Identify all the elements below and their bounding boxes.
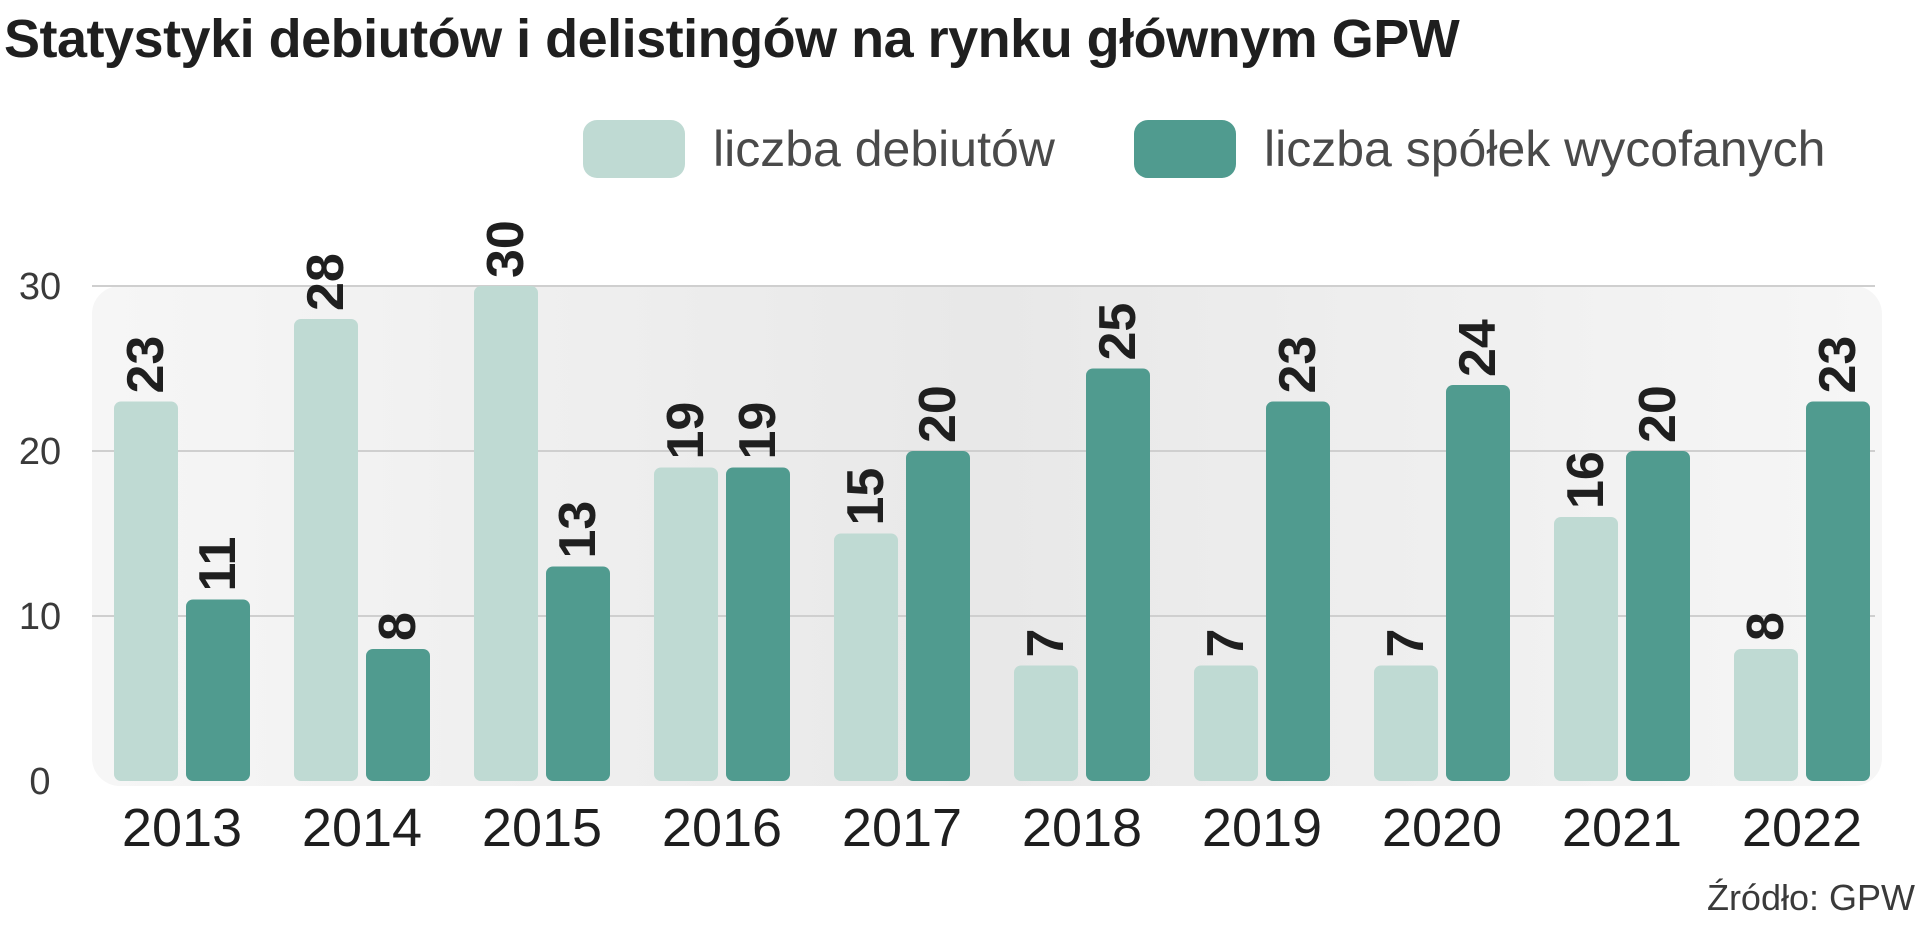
bar-wycofane-2019 — [1266, 401, 1330, 781]
data-label: 24 — [1449, 319, 1507, 377]
bar-wycofane-2016 — [726, 467, 790, 781]
bar-debiuty-2022 — [1734, 649, 1798, 781]
x-tick-label: 2016 — [662, 798, 782, 858]
data-label: 25 — [1089, 303, 1147, 361]
x-tick-label: 2014 — [302, 798, 422, 858]
y-tick-label: 0 — [29, 761, 50, 803]
bar-wycofane-2013 — [186, 599, 250, 781]
x-tick-label: 2020 — [1382, 798, 1502, 858]
bar-debiuty-2017 — [834, 533, 898, 781]
bar-debiuty-2015 — [474, 286, 538, 781]
data-label: 20 — [1629, 385, 1687, 443]
bar-debiuty-2019 — [1194, 665, 1258, 781]
data-label: 23 — [117, 336, 175, 394]
bar-debiuty-2016 — [654, 467, 718, 781]
y-tick-label: 20 — [19, 431, 61, 473]
data-label: 13 — [549, 501, 607, 559]
data-label: 7 — [1197, 629, 1255, 658]
bar-wycofane-2014 — [366, 649, 430, 781]
data-label: 23 — [1809, 336, 1867, 394]
legend-swatch — [1134, 120, 1236, 178]
data-label: 19 — [657, 402, 715, 460]
data-label: 8 — [369, 612, 427, 641]
data-label: 28 — [297, 253, 355, 311]
x-tick-label: 2013 — [122, 798, 242, 858]
x-tick-label: 2021 — [1562, 798, 1682, 858]
x-tick-label: 2022 — [1742, 798, 1862, 858]
bar-debiuty-2021 — [1554, 517, 1618, 781]
bar-wycofane-2021 — [1626, 451, 1690, 781]
bar-wycofane-2022 — [1806, 401, 1870, 781]
x-tick-label: 2015 — [482, 798, 602, 858]
data-label: 15 — [837, 468, 895, 526]
data-label: 16 — [1557, 451, 1615, 509]
data-label: 19 — [729, 402, 787, 460]
y-tick-label: 10 — [19, 596, 61, 638]
bar-wycofane-2015 — [546, 566, 610, 781]
data-label: 11 — [189, 537, 247, 592]
data-label: 30 — [477, 220, 535, 278]
x-tick-label: 2017 — [842, 798, 962, 858]
data-label: 8 — [1737, 612, 1795, 641]
data-label: 7 — [1377, 629, 1435, 658]
plot-background — [92, 286, 1882, 786]
bar-wycofane-2018 — [1086, 368, 1150, 781]
x-tick-label: 2018 — [1022, 798, 1142, 858]
legend-label: liczba debiutów — [713, 121, 1056, 177]
data-label: 20 — [909, 385, 967, 443]
data-label: 23 — [1269, 336, 1327, 394]
y-tick-label: 30 — [19, 266, 61, 308]
legend-label: liczba spółek wycofanych — [1264, 121, 1825, 177]
bar-debiuty-2013 — [114, 401, 178, 781]
legend-swatch — [583, 120, 685, 178]
x-tick-label: 2019 — [1202, 798, 1322, 858]
source-label: Źródło: GPW — [1707, 877, 1915, 918]
bar-debiuty-2020 — [1374, 665, 1438, 781]
bar-debiuty-2014 — [294, 319, 358, 781]
data-label: 7 — [1017, 629, 1075, 658]
bar-wycofane-2017 — [906, 451, 970, 781]
chart-title: Statystyki debiutów i delistingów na ryn… — [4, 9, 1460, 69]
bar-wycofane-2020 — [1446, 385, 1510, 781]
bar-debiuty-2018 — [1014, 665, 1078, 781]
